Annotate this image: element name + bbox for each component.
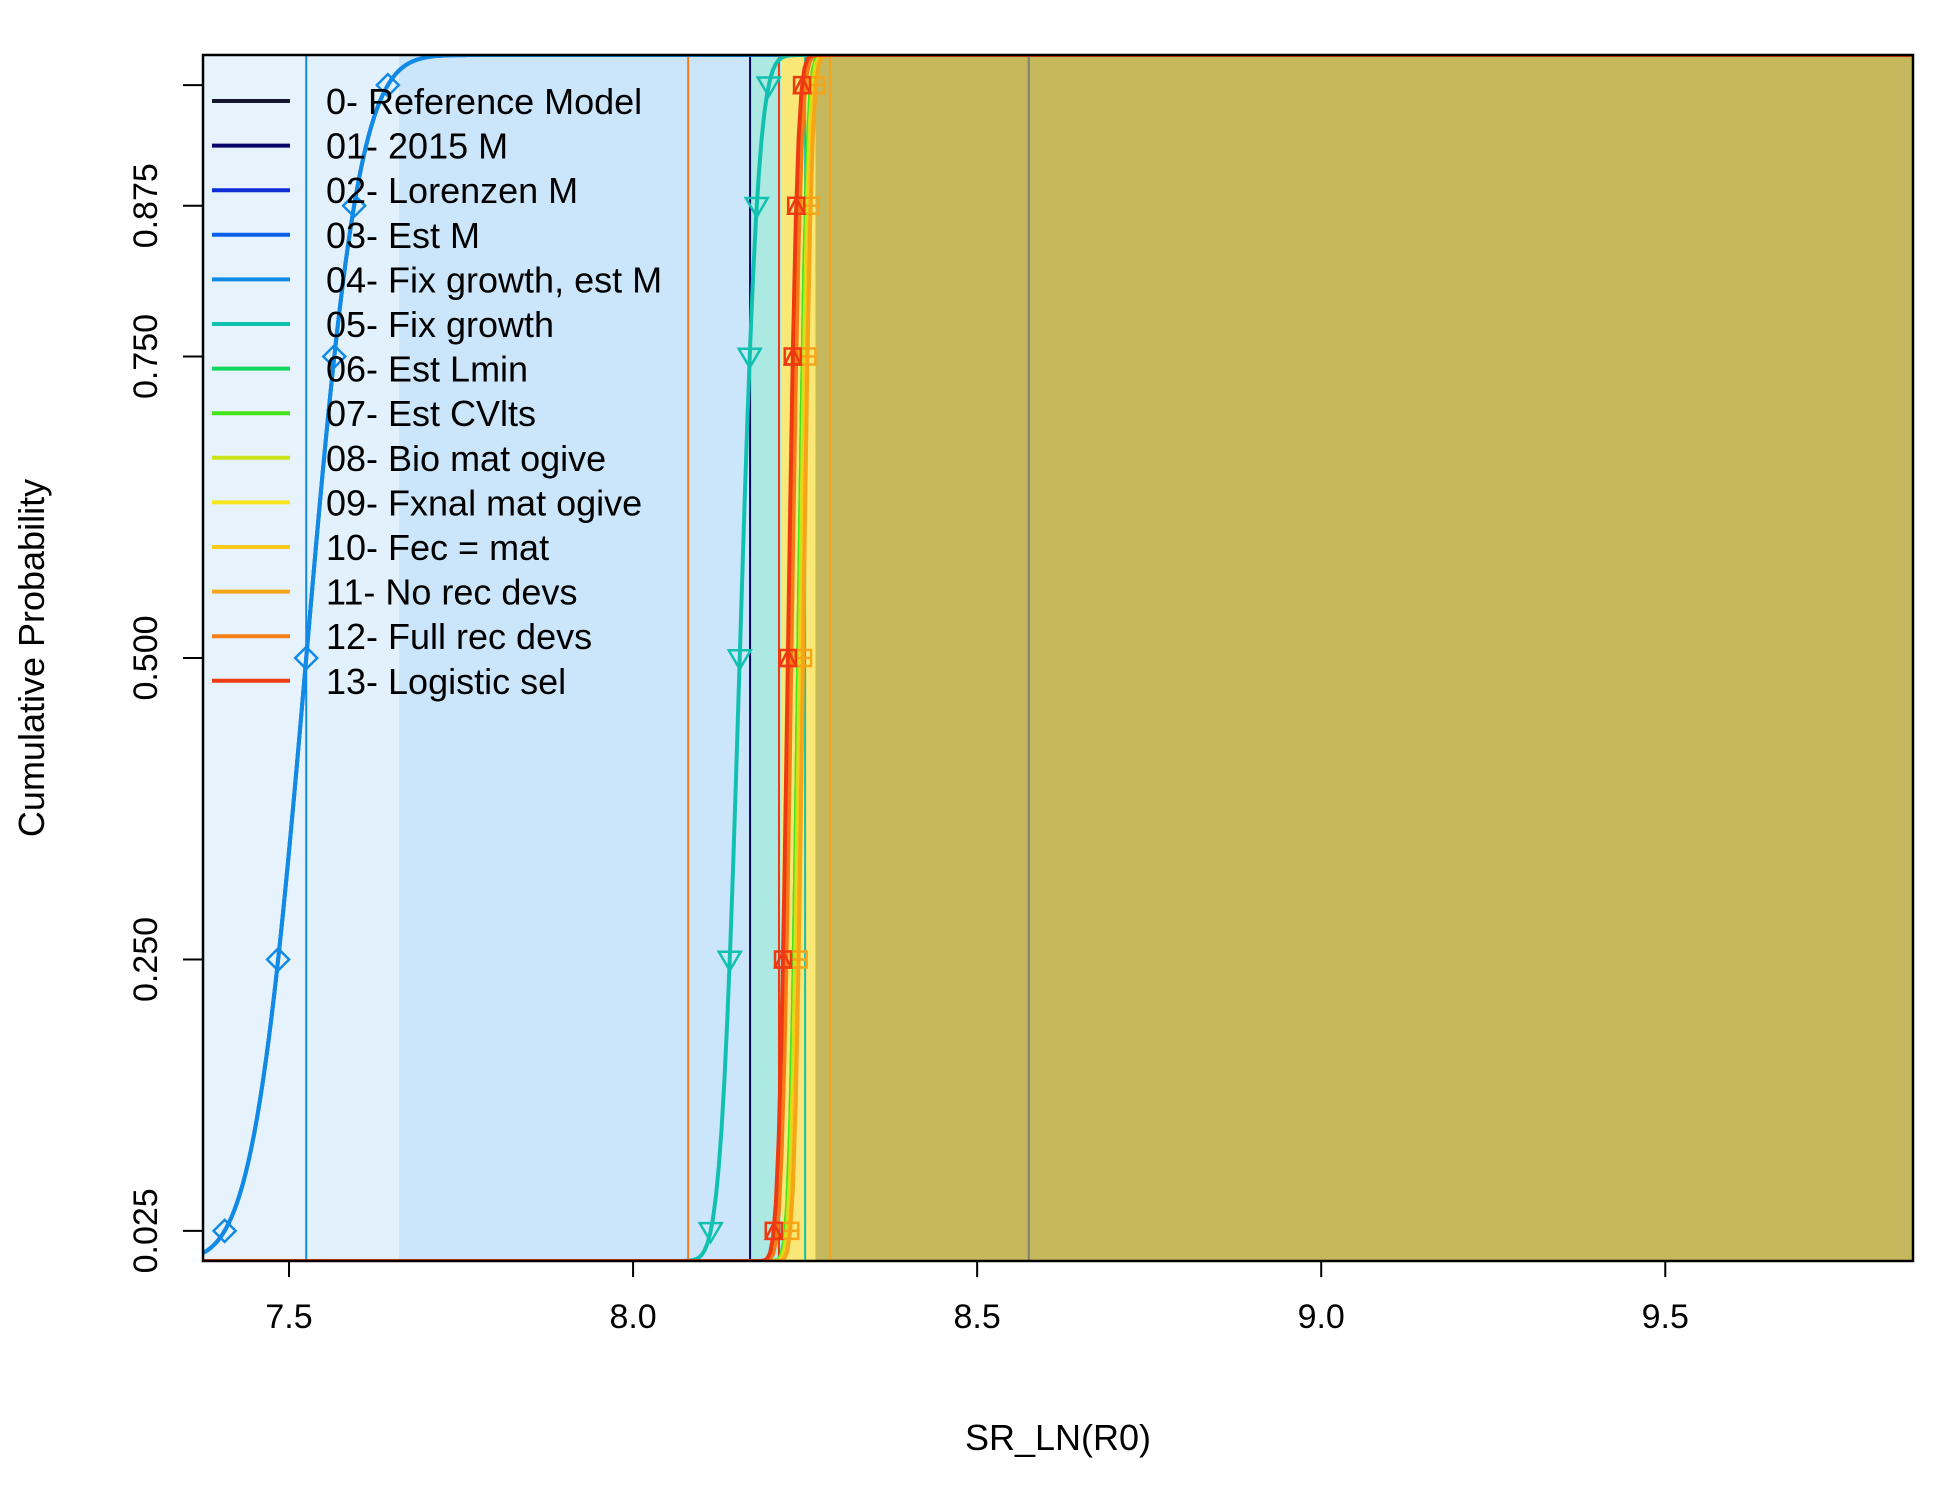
x-tick-label-4: 9.5 — [1642, 1298, 1689, 1336]
marker-4-1 — [265, 946, 291, 973]
marker-13-2 — [777, 647, 798, 668]
marker-5-3 — [736, 347, 763, 370]
band-left-tail — [203, 55, 307, 1261]
x-axis: 7.5 8.0 8.5 9.0 9.5 — [265, 1260, 1689, 1336]
marker-4-0 — [211, 1218, 238, 1244]
marker-13-5-tri — [792, 74, 813, 95]
legend-label-11: 11- No rec devs — [326, 572, 577, 613]
legend-label-0: 0- Reference Model — [326, 81, 642, 122]
legend-label-2: 02- Lorenzen M — [326, 170, 578, 211]
legend-label-4: 04- Fix growth, est M — [326, 259, 662, 300]
marker-4-2 — [293, 645, 319, 671]
legend-label-10: 10- Fec = mat — [326, 527, 549, 568]
x-tick-label-3: 9.0 — [1298, 1298, 1345, 1336]
marker-5-4 — [743, 196, 770, 220]
marker-5-1 — [716, 950, 743, 973]
x-tick-label-0: 7.5 — [265, 1298, 312, 1336]
x-tick-label-1: 8.0 — [609, 1298, 656, 1336]
marker-13-3-tri — [782, 345, 803, 366]
marker-13-1-tri — [773, 948, 794, 969]
legend-label-7: 07- Est CVlts — [326, 393, 536, 434]
legend-label-1: 01- 2015 M — [326, 126, 508, 167]
marker-11-0-cross — [782, 1222, 799, 1239]
x-axis-title: SR_LN(R0) — [965, 1417, 1151, 1458]
y-tick-label-0: 0.025 — [127, 1188, 165, 1273]
marker-13-4-tri — [786, 194, 807, 215]
marker-4-4 — [341, 192, 367, 219]
marker-13-2-tri — [777, 647, 798, 668]
legend-label-6: 06- Est Lmin — [326, 349, 528, 390]
marker-11-4 — [801, 196, 820, 215]
legend-label-8: 08- Bio mat ogive — [326, 438, 606, 479]
legend-label-12: 12- Full rec devs — [326, 616, 592, 657]
x-tick-label-2: 8.5 — [954, 1298, 1001, 1336]
plot-area — [203, 55, 1913, 1261]
y-axis: 0.025 0.250 0.500 0.750 0.875 — [127, 84, 204, 1273]
legend-label-9: 09- Fxnal mat ogive — [326, 482, 642, 523]
uncertainty-bands — [203, 55, 816, 1261]
y-tick-label-1: 0.250 — [127, 917, 165, 1002]
y-tick-label-2: 0.500 — [127, 615, 165, 700]
band-0 — [306, 55, 400, 1261]
marker-5-0 — [697, 1221, 724, 1245]
marker-4-3 — [321, 343, 348, 370]
marker-13-5 — [792, 74, 813, 95]
marker-13-0 — [763, 1220, 784, 1241]
band-1 — [399, 55, 689, 1261]
y-axis-title: Cumulative Probability — [11, 479, 52, 837]
marker-5-5 — [755, 76, 782, 99]
marker-5-2 — [726, 649, 753, 672]
marker-13-4 — [786, 194, 807, 215]
marker-13-1 — [773, 948, 794, 969]
marker-4-5 — [375, 72, 401, 98]
marker-11-3-cross — [799, 348, 816, 365]
marker-11-2-cross — [795, 650, 812, 666]
y-tick-label-4: 0.875 — [127, 163, 165, 248]
legend-label-5: 05- Fix growth — [326, 304, 554, 345]
marker-13-3 — [782, 345, 803, 366]
legend-label-3: 03- Est M — [326, 215, 480, 256]
cdf-markers — [211, 72, 826, 1245]
marker-13-0-tri — [763, 1220, 784, 1241]
marker-11-1-cross — [790, 951, 807, 968]
y-tick-label-3: 0.750 — [127, 314, 165, 399]
marker-11-3 — [798, 347, 817, 366]
legend-label-13: 13- Logistic sel — [326, 661, 566, 702]
